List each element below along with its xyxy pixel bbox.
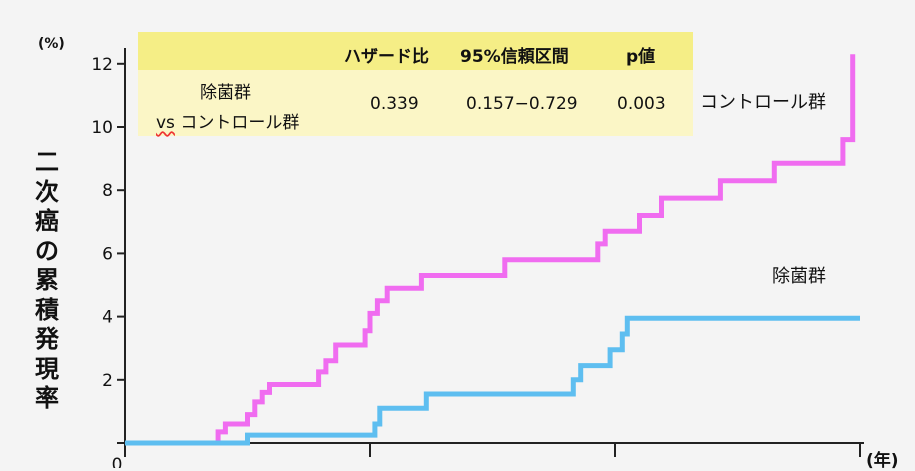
table-cell-p-value: 0.003	[617, 94, 666, 114]
y-axis-label-char: 現	[35, 354, 59, 383]
y-axis-label-char: 次	[35, 177, 59, 206]
y-unit-label: (%)	[38, 36, 65, 52]
y-tick-label: 4	[102, 308, 113, 328]
table-header-p-value: p値	[626, 47, 656, 67]
table-cell-confidence-interval: 0.157−0.729	[466, 94, 578, 114]
y-axis-label-char: 発	[35, 325, 59, 353]
table-header-confidence-interval: 95%信頼区間	[460, 47, 569, 67]
y-axis-label-char: の	[35, 236, 59, 265]
y-tick-label: 6	[102, 244, 113, 264]
series-line-eradication	[125, 315, 860, 446]
table-header-band	[138, 32, 693, 70]
y-axis-label-char: 積	[35, 295, 59, 324]
y-tick-label: 8	[102, 181, 113, 201]
y-axis-label-char: 累	[35, 266, 59, 294]
y-tick-label: 12	[91, 55, 113, 75]
table-row-label-line2: vs コントロール群	[156, 108, 299, 133]
y-axis-label: 二次癌の累積発現率	[30, 148, 64, 414]
table-cell-hazard-ratio: 0.339	[370, 94, 419, 114]
series-label-eradication: 除菌群	[772, 266, 826, 287]
table-row-label-vs: vs	[156, 113, 175, 133]
x-unit-label: (年)	[866, 451, 899, 471]
x-tick-label: 0	[112, 455, 123, 468]
y-tick-label: 2	[102, 371, 113, 391]
y-tick-label: 10	[91, 118, 113, 138]
table-row-label-line1: 除菌群	[200, 83, 251, 103]
y-axis-label-char: 率	[35, 384, 59, 412]
y-axis-label-char: 癌	[35, 207, 59, 235]
table-row-label-rest: コントロール群	[180, 113, 300, 133]
series-label-control: コントロール群	[700, 92, 826, 113]
series-line-control	[125, 54, 856, 446]
hazard-ratio-table: ハザード比 95%信頼区間 p値 除菌群 vs コントロール群 0.339 0.…	[138, 32, 693, 136]
table-header-hazard-ratio: ハザード比	[344, 47, 429, 67]
y-axis-label-char: 二	[35, 148, 59, 176]
